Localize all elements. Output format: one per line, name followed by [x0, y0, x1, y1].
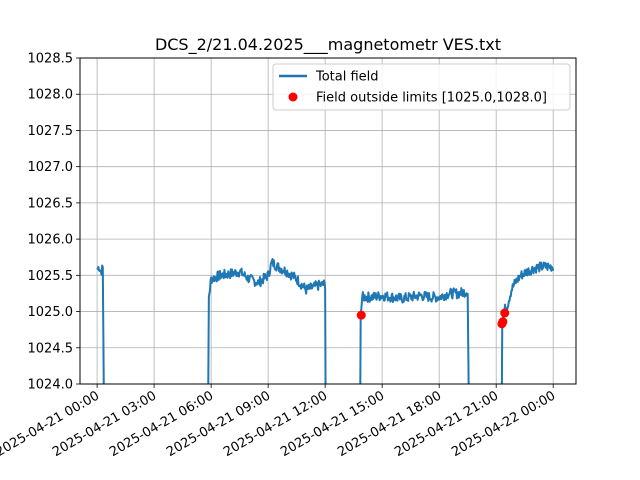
total-field-line: [96, 264, 105, 385]
legend-point-swatch: [288, 92, 298, 102]
legend-label-outside-limits: Field outside limits [1025.0,1028.0]: [316, 91, 547, 106]
outlier-point: [500, 308, 510, 318]
outlier-points: [356, 308, 510, 329]
axes: [76, 57, 577, 388]
y-tick-label: 1027.5: [28, 124, 74, 139]
plot-frame: [79, 57, 577, 385]
y-tick-label: 1025.5: [28, 269, 74, 284]
y-tick-label: 1026.5: [28, 196, 74, 211]
total-field-line: [359, 287, 470, 385]
outlier-point: [356, 310, 366, 320]
y-tick-label: 1028.0: [28, 88, 74, 103]
chart-title: DCS_2/21.04.2025___magnetometr VES.txt: [155, 35, 501, 55]
series-layer: [96, 258, 555, 385]
total-field-line: [207, 258, 327, 385]
y-tick-label: 1027.0: [28, 160, 74, 175]
y-tick-label: 1024.5: [28, 341, 74, 356]
total-field-line: [500, 261, 555, 385]
y-tick-label: 1025.0: [28, 305, 74, 320]
legend-box: [272, 63, 571, 111]
y-tick-label: 1026.0: [28, 233, 74, 248]
y-tick-label: 1028.5: [28, 52, 74, 67]
legend-label-total-field: Total field: [315, 70, 379, 85]
y-tick-label: 1024.0: [28, 378, 74, 393]
outlier-point: [498, 317, 508, 327]
legend: Total field Field outside limits [1025.0,…: [272, 63, 571, 111]
